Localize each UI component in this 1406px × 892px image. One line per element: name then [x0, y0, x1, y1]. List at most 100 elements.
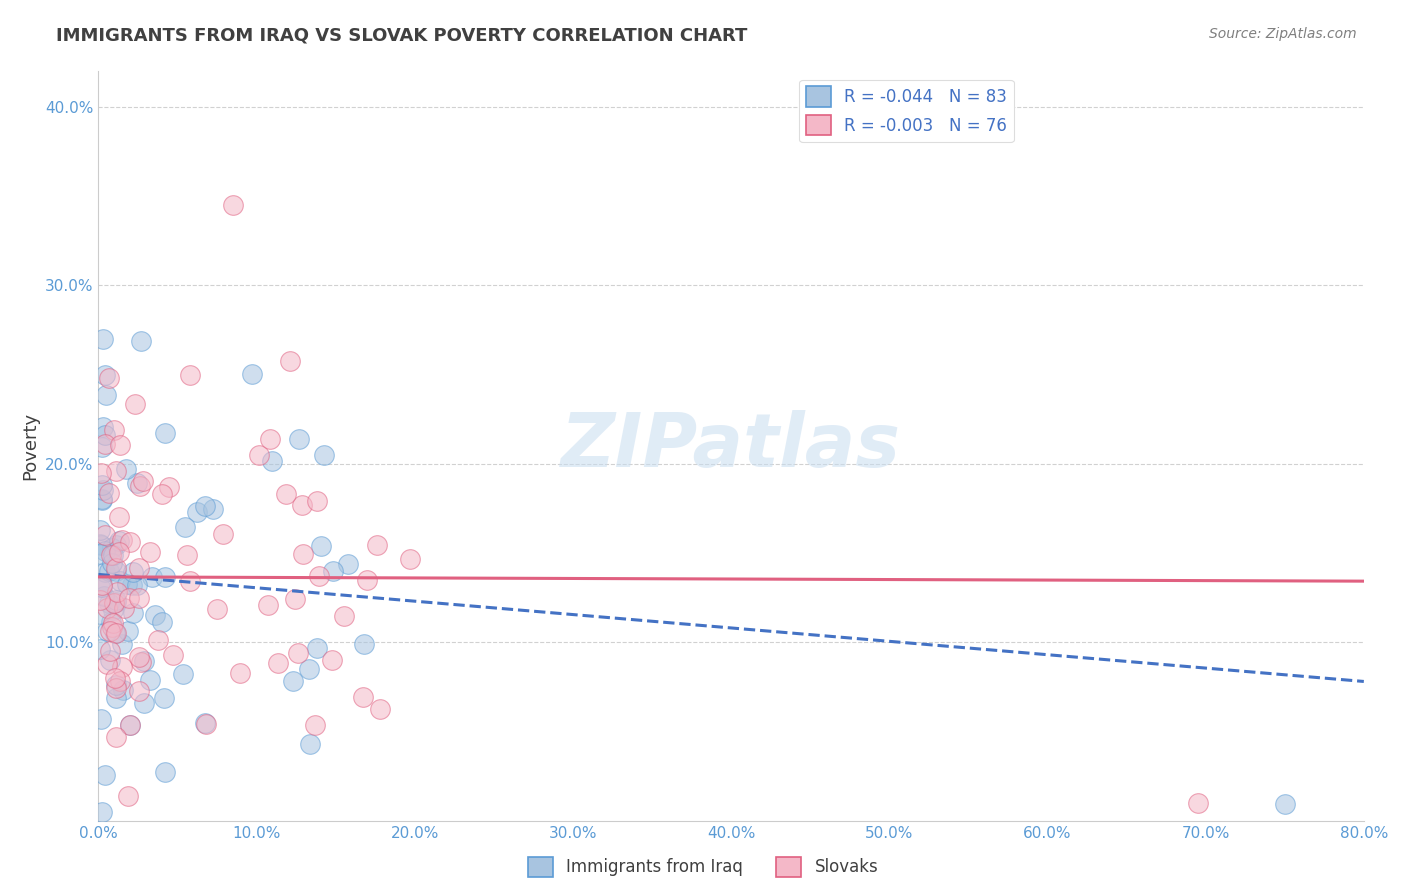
Point [90, 493, 112, 508]
Point [89, 547, 111, 561]
Point [110, 438, 132, 452]
Point [256, 599, 278, 613]
Point [132, 474, 155, 488]
Point [103, 423, 125, 437]
Point [91, 492, 114, 507]
Point [96, 657, 118, 671]
Point [212, 527, 235, 541]
Point [332, 609, 354, 624]
Point [114, 462, 136, 476]
Point [353, 637, 375, 651]
Point [352, 690, 374, 704]
Point [104, 464, 127, 478]
Point [98, 486, 121, 500]
Point [162, 648, 184, 663]
Point [111, 637, 134, 651]
Point [122, 607, 145, 621]
Point [89, 607, 111, 621]
Point [89, 523, 111, 537]
Point [194, 499, 217, 513]
Point [122, 565, 145, 579]
Point [201, 501, 224, 516]
Point [172, 666, 194, 681]
Point [111, 660, 134, 674]
Point [259, 432, 281, 446]
Point [90, 440, 112, 454]
Point [105, 584, 128, 599]
Point [104, 592, 127, 607]
Point [118, 535, 141, 549]
Point [90, 538, 112, 552]
Point [321, 653, 343, 667]
Point [112, 601, 135, 615]
Point [98, 371, 121, 385]
Point [309, 539, 332, 553]
Point [128, 684, 150, 698]
Point [291, 547, 314, 561]
Point [305, 494, 328, 508]
Point [312, 448, 335, 462]
Point [105, 731, 128, 745]
Point [207, 601, 229, 615]
Point [104, 538, 127, 552]
Point [94, 388, 117, 402]
Y-axis label: Poverty: Poverty [21, 412, 39, 480]
Point [322, 564, 344, 578]
Point [98, 565, 121, 579]
Point [304, 718, 326, 732]
Point [222, 198, 245, 212]
Point [336, 558, 359, 572]
Point [105, 564, 128, 578]
Point [174, 520, 197, 534]
Point [89, 537, 111, 551]
Point [100, 615, 122, 629]
Point [91, 577, 114, 591]
Point [153, 764, 176, 779]
Point [118, 718, 141, 732]
Point [91, 805, 114, 819]
Point [94, 528, 117, 542]
Point [368, 702, 391, 716]
Point [90, 712, 112, 726]
Point [124, 397, 146, 411]
Point [103, 549, 125, 563]
Point [101, 603, 124, 617]
Point [157, 480, 180, 494]
Point [186, 504, 208, 518]
Point [98, 653, 121, 667]
Point [96, 624, 118, 639]
Point [117, 789, 139, 803]
Point [89, 641, 111, 656]
Point [139, 673, 162, 687]
Point [150, 487, 173, 501]
Point [103, 596, 125, 610]
Point [193, 716, 215, 731]
Point [247, 448, 270, 462]
Point [100, 643, 122, 657]
Point [120, 718, 142, 732]
Point [91, 332, 114, 346]
Point [287, 432, 309, 446]
Point [98, 597, 121, 611]
Point [98, 624, 121, 638]
Point [105, 595, 128, 609]
Point [132, 654, 155, 668]
Legend: Immigrants from Iraq, Slovaks: Immigrants from Iraq, Slovaks [522, 850, 884, 884]
Point [284, 591, 307, 606]
Point [91, 580, 114, 594]
Point [101, 541, 124, 556]
Text: ZIPatlas: ZIPatlas [561, 409, 901, 483]
Point [291, 498, 314, 512]
Point [287, 646, 309, 660]
Point [100, 548, 122, 562]
Text: Source: ZipAtlas.com: Source: ZipAtlas.com [1209, 27, 1357, 41]
Point [179, 368, 201, 382]
Point [89, 580, 111, 594]
Legend: R = -0.044   N = 83, R = -0.003   N = 76: R = -0.044 N = 83, R = -0.003 N = 76 [799, 79, 1014, 142]
Point [101, 616, 124, 631]
Point [281, 673, 304, 688]
Point [152, 615, 174, 629]
Point [105, 626, 128, 640]
Point [94, 768, 117, 782]
Point [91, 478, 114, 492]
